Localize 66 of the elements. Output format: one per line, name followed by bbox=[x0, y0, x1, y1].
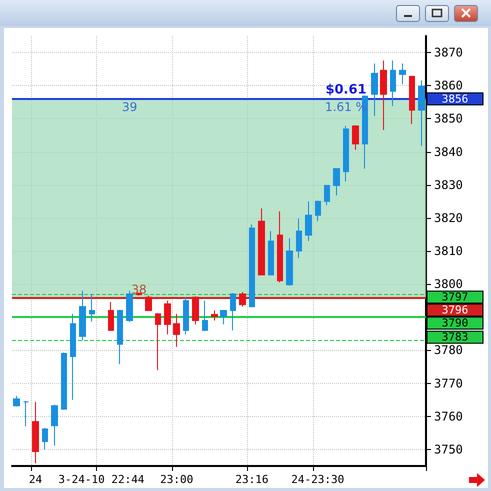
candlestick bbox=[89, 294, 95, 322]
candlestick bbox=[202, 300, 208, 331]
y-tick-label: 3770 bbox=[434, 376, 463, 390]
annotation: $0.61 bbox=[325, 82, 367, 98]
candlestick bbox=[51, 404, 58, 446]
candlestick bbox=[13, 395, 20, 407]
y-tick-label: 3760 bbox=[434, 409, 463, 424]
ref-line-label: 3856 bbox=[442, 92, 468, 106]
candlestick bbox=[277, 210, 283, 283]
candlestick bbox=[211, 310, 218, 321]
candlestick bbox=[126, 290, 133, 323]
candlestick bbox=[192, 296, 199, 325]
candlestick bbox=[390, 60, 396, 107]
y-tick-label: 3850 bbox=[434, 112, 463, 126]
candlestick bbox=[145, 295, 152, 312]
candlestick bbox=[286, 238, 293, 286]
candlestick bbox=[79, 290, 86, 341]
candlestick bbox=[399, 62, 406, 85]
y-tick-label: 3750 bbox=[434, 442, 463, 456]
ref-line-label: 3797 bbox=[442, 290, 468, 304]
candlestick bbox=[70, 313, 76, 400]
candlestick bbox=[380, 60, 387, 130]
candlestick bbox=[183, 296, 189, 335]
x-tick-label: 24 bbox=[28, 473, 43, 486]
candlestick bbox=[164, 300, 171, 335]
candlestick bbox=[220, 310, 227, 325]
candlestick bbox=[343, 125, 349, 182]
candlestick bbox=[352, 124, 359, 150]
ref-line-label: 3790 bbox=[442, 316, 468, 330]
y-tick-label: 3860 bbox=[434, 78, 463, 93]
candlestick bbox=[32, 401, 39, 464]
x-tick-label: 24-23:30 bbox=[291, 473, 344, 486]
candlestick bbox=[371, 62, 378, 117]
candlestick bbox=[305, 200, 312, 242]
ref-line-label: 3783 bbox=[442, 330, 468, 344]
annotation: 39 bbox=[122, 100, 138, 114]
candlestick bbox=[117, 309, 123, 365]
x-tick-label: 3-24-10 22:44 bbox=[58, 473, 145, 486]
candlestick bbox=[268, 230, 274, 276]
candlestick bbox=[173, 313, 180, 348]
x-tick-label: 23:00 bbox=[160, 473, 194, 486]
candlestick bbox=[61, 352, 67, 410]
y-tick-label: 3840 bbox=[434, 144, 463, 159]
y-tick-label: 3830 bbox=[434, 178, 463, 192]
y-tick-label: 3810 bbox=[434, 244, 463, 258]
candlestick bbox=[239, 292, 246, 308]
candlestick bbox=[315, 200, 321, 222]
candlestick bbox=[230, 292, 236, 331]
candlestick bbox=[409, 76, 415, 124]
candlestick bbox=[324, 184, 330, 206]
y-tick-label: 3820 bbox=[434, 210, 463, 225]
y-tick-label: 3800 bbox=[434, 277, 463, 292]
annotation: 38 bbox=[131, 282, 147, 296]
candlestick bbox=[258, 208, 265, 276]
candlestick bbox=[42, 427, 48, 450]
candlestick bbox=[296, 218, 302, 258]
candlestick bbox=[418, 80, 425, 146]
candlestick bbox=[249, 224, 255, 308]
y-tick-label: 3780 bbox=[434, 343, 463, 358]
candlestick bbox=[155, 312, 161, 371]
ref-line-label: 3796 bbox=[442, 304, 468, 317]
candlestick bbox=[108, 301, 114, 331]
candlestick bbox=[23, 400, 29, 427]
y-tick-label: 3870 bbox=[434, 46, 463, 60]
x-tick-label: 23:16 bbox=[235, 473, 268, 486]
candlestick bbox=[333, 168, 340, 196]
